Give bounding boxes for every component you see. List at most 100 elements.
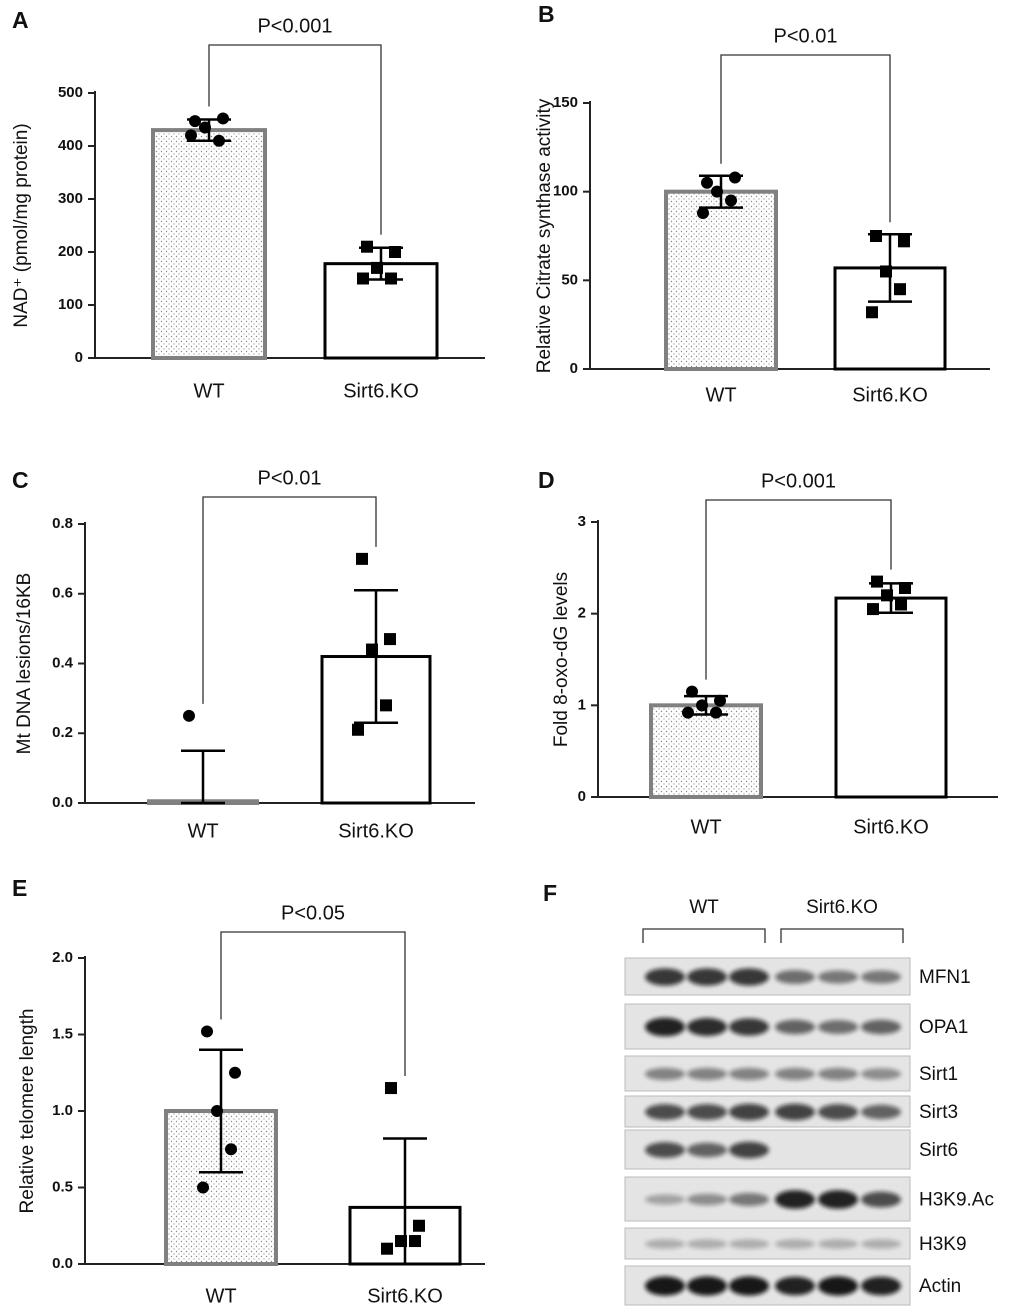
y-tick-label: 1.5 bbox=[52, 1025, 73, 1042]
data-point bbox=[894, 283, 906, 296]
panel-label: E bbox=[12, 875, 27, 901]
y-tick-label: 0.2 bbox=[52, 724, 73, 741]
data-point bbox=[211, 1105, 223, 1117]
data-point bbox=[217, 112, 229, 125]
data-point bbox=[701, 176, 713, 189]
data-point bbox=[199, 121, 211, 134]
blot-band bbox=[861, 1104, 901, 1120]
data-point bbox=[189, 115, 201, 128]
y-axis-label: NAD⁺ (pmol/mg protein) bbox=[11, 123, 32, 327]
x-tick-label: Sirt6.KO bbox=[852, 384, 928, 406]
data-point bbox=[229, 1066, 241, 1079]
data-point bbox=[697, 206, 709, 219]
y-tick-label: 0.4 bbox=[52, 654, 74, 671]
x-tick-label: WT bbox=[193, 380, 224, 402]
blot-band bbox=[775, 970, 815, 984]
y-tick-label: 0 bbox=[75, 349, 83, 366]
blot-band bbox=[775, 1190, 815, 1209]
data-point bbox=[711, 185, 723, 198]
bar bbox=[834, 596, 948, 799]
data-point bbox=[725, 194, 737, 207]
data-point bbox=[197, 1181, 209, 1194]
y-axis-label: Relative Citrate synthase activity bbox=[534, 98, 555, 373]
data-point bbox=[729, 171, 741, 184]
data-point bbox=[413, 1219, 425, 1232]
significance-bracket bbox=[208, 44, 382, 235]
panel-label: A bbox=[12, 7, 29, 33]
blot-band bbox=[687, 1276, 727, 1296]
blot-band bbox=[687, 1193, 727, 1206]
panel-label: C bbox=[12, 467, 29, 493]
blot-band bbox=[645, 1142, 685, 1158]
blot-band bbox=[818, 1067, 858, 1081]
data-point bbox=[870, 230, 882, 242]
row-label: H3K9.Ac bbox=[919, 1190, 994, 1211]
y-tick-label: 50 bbox=[561, 271, 578, 288]
row-label: H3K9 bbox=[919, 1234, 967, 1255]
blot-band bbox=[645, 1067, 685, 1081]
data-point bbox=[384, 633, 396, 646]
annotation: P<0.01 bbox=[774, 25, 838, 47]
blot-band bbox=[861, 1239, 901, 1249]
blot-band bbox=[861, 970, 901, 984]
blot-band bbox=[645, 1017, 685, 1037]
blot-band bbox=[818, 1239, 858, 1249]
data-point bbox=[899, 582, 911, 594]
blot-band bbox=[818, 1190, 858, 1209]
data-point bbox=[385, 1082, 397, 1095]
data-point bbox=[409, 1235, 421, 1248]
y-tick-label: 400 bbox=[58, 137, 83, 154]
annotation: P<0.05 bbox=[281, 902, 345, 924]
blot-band bbox=[818, 1020, 858, 1034]
annotation: P<0.001 bbox=[257, 15, 332, 37]
x-tick-label: WT bbox=[187, 820, 218, 842]
blot-band bbox=[729, 1276, 769, 1296]
y-tick-label: 100 bbox=[58, 296, 83, 313]
data-point bbox=[380, 699, 392, 712]
data-point bbox=[357, 272, 369, 285]
group-bracket bbox=[780, 928, 904, 943]
blot-band bbox=[861, 1068, 901, 1080]
data-point bbox=[225, 1143, 237, 1156]
y-tick-label: 200 bbox=[58, 243, 83, 260]
data-point bbox=[881, 589, 893, 602]
y-tick-label: 2.0 bbox=[52, 949, 73, 966]
blot-band bbox=[729, 1067, 769, 1081]
group-label: Sirt6.KO bbox=[806, 897, 878, 918]
group-label: WT bbox=[689, 897, 719, 918]
data-point bbox=[686, 685, 698, 698]
data-point bbox=[895, 598, 907, 611]
blot-band bbox=[818, 970, 858, 984]
blot-band bbox=[687, 1018, 727, 1036]
x-tick-label: WT bbox=[205, 1285, 236, 1307]
blot-band bbox=[729, 1018, 769, 1036]
data-point bbox=[381, 1242, 393, 1255]
y-tick-label: 100 bbox=[553, 183, 578, 200]
panel-label: B bbox=[538, 1, 555, 27]
y-tick-label: 0.5 bbox=[52, 1178, 73, 1195]
data-point bbox=[356, 552, 368, 565]
y-axis-label: Fold 8-oxo-dG levels bbox=[551, 572, 572, 747]
data-point bbox=[682, 706, 694, 719]
row-label: Sirt1 bbox=[919, 1064, 958, 1085]
y-tick-label: 0.6 bbox=[52, 585, 73, 602]
annotation: P<0.001 bbox=[761, 470, 836, 492]
y-tick-label: 500 bbox=[58, 84, 83, 101]
y-axis-label: Relative telomere length bbox=[17, 1009, 38, 1214]
data-point bbox=[185, 129, 197, 142]
row-label: Actin bbox=[919, 1276, 961, 1297]
y-tick-label: 1.0 bbox=[52, 1102, 73, 1119]
y-tick-label: 0 bbox=[570, 360, 578, 377]
x-tick-label: WT bbox=[705, 384, 736, 406]
data-point bbox=[361, 240, 373, 253]
x-tick-label: Sirt6.KO bbox=[853, 816, 929, 838]
blot-band bbox=[775, 1067, 815, 1081]
blot-band bbox=[775, 1019, 815, 1035]
data-point bbox=[366, 643, 378, 656]
significance-bracket bbox=[720, 54, 891, 223]
blot-band bbox=[861, 1019, 901, 1035]
blot-band bbox=[775, 1239, 815, 1249]
row-label: MFN1 bbox=[919, 967, 971, 988]
data-point bbox=[385, 272, 397, 285]
data-point bbox=[867, 603, 879, 616]
